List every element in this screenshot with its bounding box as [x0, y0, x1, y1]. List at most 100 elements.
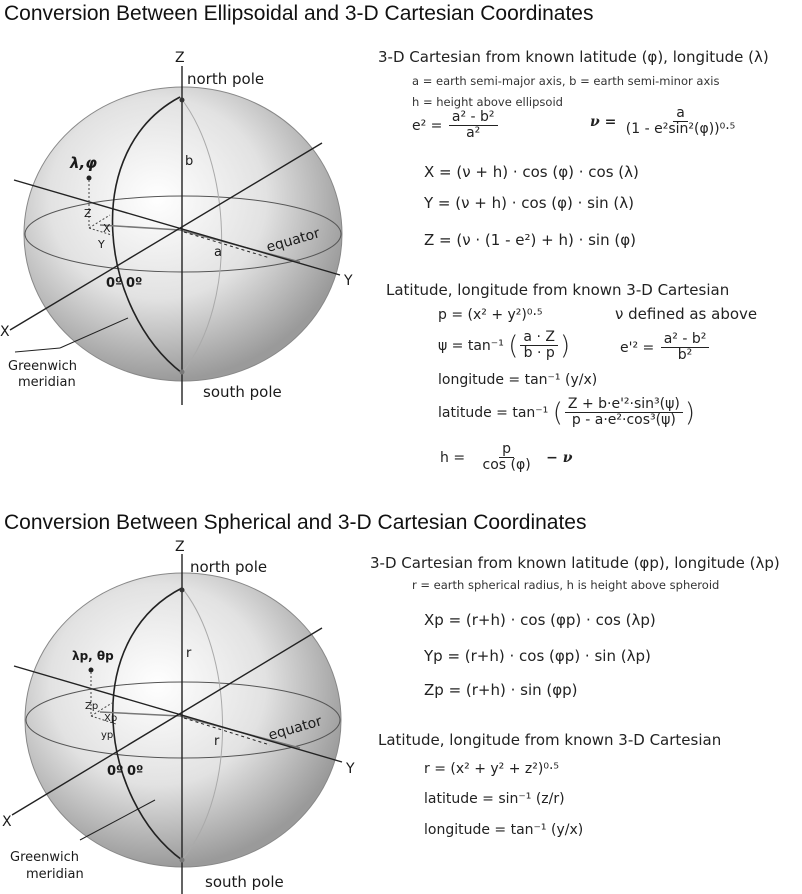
ellipsoid-note-height: h = height above ellipsoid [412, 95, 563, 109]
small-x-label: X [103, 222, 111, 235]
r-label-1: r [186, 646, 192, 661]
sphere-globe [24, 572, 342, 868]
nu-lhs: ν = [590, 113, 617, 130]
xp-equation: Xp = (r+h) · cos (φp) · cos (λp) [424, 611, 656, 629]
psi-fraction: a · Z b · p [520, 329, 558, 362]
meridian-label: meridian [18, 375, 76, 390]
latitude-denominator: p - a·e²·cos³(ψ) [571, 412, 676, 429]
zero-label-b: 0º [126, 276, 142, 291]
y-axis-label: Y [343, 273, 353, 289]
e2-prime-denominator: b² [677, 347, 693, 364]
sphere-x-axis-line [11, 627, 323, 816]
north-pole-label: north pole [187, 70, 264, 88]
sphere-y-axis-line [13, 665, 343, 763]
e2-numerator: a² - b² [448, 109, 498, 127]
north-pole-marker [179, 97, 185, 103]
south-pole-label: south pole [203, 383, 282, 401]
ellipsoid-globe [23, 86, 343, 382]
z-axis-label: Z [175, 50, 185, 66]
e2-prime-lhs: e'² = [620, 339, 655, 356]
latitude-numerator: Z + b·e'²·sin³(ψ) [564, 396, 683, 414]
yp-equation: Yp = (r+h) · cos (φp) · sin (λp) [424, 647, 651, 665]
sphere-small-y-label: yp [101, 730, 113, 741]
h-fraction: p cos (φ) [480, 441, 534, 474]
spherical-title: Conversion Between Spherical and 3-D Car… [4, 511, 587, 534]
e2-prime-numerator: a² - b² [660, 331, 710, 349]
sphere-latitude-equation: latitude = sin⁻¹ (z/r) [424, 791, 565, 807]
lambda-theta-label: λp, θp [72, 649, 114, 663]
x-axis-line [9, 142, 323, 331]
psi-lhs: ψ = tan⁻¹ [438, 337, 504, 354]
point-marker [86, 175, 92, 181]
ellipsoid-note-axes: a = earth semi-major axis, b = earth sem… [412, 74, 720, 88]
sphere-x-axis-label: X [2, 814, 12, 830]
sphere-note: r = earth spherical radius, h is height … [412, 578, 720, 592]
south-pole-marker [179, 369, 185, 375]
latitude-fraction: Z + b·e'²·sin³(ψ) p - a·e²·cos³(ψ) [564, 396, 683, 429]
sphere-small-x-label: Xp [104, 713, 117, 724]
greenwich-pointer [14, 347, 61, 353]
latitude-open-paren: ( [552, 397, 563, 428]
zp-equation: Zp = (r+h) · sin (φp) [424, 681, 578, 699]
latitude-close-paren: ) [684, 397, 695, 428]
sphere-south-pole-label: south pole [205, 873, 284, 891]
nu-fraction: a (1 - e²sin²(φ))⁰·⁵ [623, 105, 739, 138]
greenwich-label: Greenwich [8, 359, 77, 374]
sphere-point-marker [88, 667, 94, 673]
r-equation: r = (x² + y² + z²)⁰·⁵ [424, 761, 560, 777]
psi-denominator: b · p [523, 345, 555, 362]
sphere-zero-label-b: 0º [127, 764, 143, 779]
nu-numerator: a [673, 105, 688, 123]
h-denominator: cos (φ) [482, 457, 531, 474]
sphere-y-axis-label: Y [345, 761, 355, 777]
sphere-z-axis-label: Z [175, 539, 185, 555]
psi-open-paren: ( [508, 330, 519, 361]
y-equation: Y = (ν + h) · cos (φ) · sin (λ) [424, 194, 635, 212]
a-label: a [214, 245, 222, 260]
sphere-inverse-heading: Latitude, longitude from known 3-D Carte… [378, 731, 722, 749]
psi-close-paren: ) [559, 330, 571, 361]
sphere-zero-label-a: 0º [107, 764, 123, 779]
small-z-label: Z [84, 207, 92, 220]
sphere-component-lines [90, 672, 117, 725]
sphere-greenwich-label: Greenwich [10, 850, 79, 865]
ellipsoidal-title: Conversion Between Ellipsoidal and 3-D C… [4, 2, 594, 25]
nu-denominator: (1 - e²sin²(φ))⁰·⁵ [625, 121, 736, 138]
h-lhs: h = [440, 449, 466, 466]
z-equation: Z = (ν · (1 - e²) + h) · sin (φ) [424, 231, 636, 249]
sphere-greenwich-pointer [79, 799, 156, 841]
y-axis-line [13, 179, 341, 276]
sphere-north-pole-label: north pole [190, 558, 267, 576]
ellipsoid-forward-heading: 3-D Cartesian from known latitude (φ), l… [378, 48, 769, 66]
sphere-longitude-equation: longitude = tan⁻¹ (y/x) [424, 822, 584, 838]
p-equation: p = (x² + y²)⁰·⁵ [438, 307, 543, 323]
latitude-lhs: latitude = tan⁻¹ [438, 404, 549, 421]
b-label: b [185, 154, 193, 169]
h-formula: h = p cos (φ) − ν [440, 441, 573, 474]
x-equation: X = (ν + h) · cos (φ) · cos (λ) [424, 163, 639, 181]
psi-formula: ψ = tan⁻¹ ( a · Z b · p ) [438, 329, 571, 362]
e2-prime-formula: e'² = a² - b² b² [620, 331, 711, 364]
e2-denominator: a² [466, 125, 481, 142]
sphere-north-pole-marker [179, 587, 185, 593]
h-numerator: p [499, 441, 515, 459]
zero-label-a: 0º [106, 276, 122, 291]
nu-defined-note: ν defined as above [615, 305, 758, 323]
h-rhs: − ν [546, 449, 573, 466]
sphere-small-z-label: Zp [85, 701, 98, 712]
x-axis-label: X [0, 324, 10, 340]
greenwich-pointer-2 [59, 317, 129, 349]
e2-fraction: a² - b² a² [448, 109, 498, 142]
sphere-south-pole-marker [179, 857, 185, 863]
e2-formula: e² = a² - b² a² [412, 109, 500, 142]
longitude-equation: longitude = tan⁻¹ (y/x) [438, 372, 598, 388]
sphere-meridian-label: meridian [26, 867, 84, 882]
latitude-formula: latitude = tan⁻¹ ( Z + b·e'²·sin³(ψ) p -… [438, 396, 695, 429]
psi-numerator: a · Z [520, 329, 558, 347]
lambda-phi-label: λ,φ [69, 154, 97, 172]
ellipsoid-inverse-heading: Latitude, longitude from known 3-D Carte… [386, 281, 730, 299]
component-lines [88, 180, 116, 237]
small-y-label: Y [97, 238, 105, 251]
r-label-2: r [214, 734, 220, 749]
